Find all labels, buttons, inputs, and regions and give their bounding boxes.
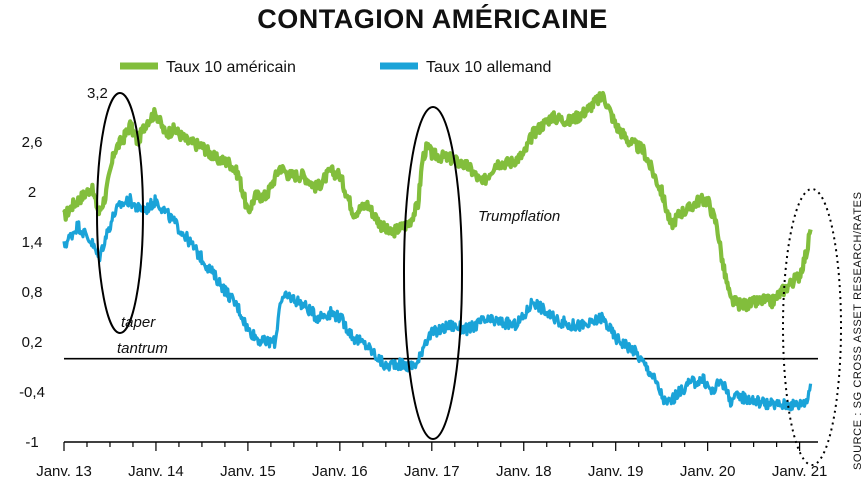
x-tick-label: Janv. 15: [220, 463, 276, 480]
y-tick-label: 2,6: [22, 134, 43, 151]
annotation-tantrum: tantrum: [117, 340, 168, 357]
legend: Taux 10 américain Taux 10 allemand: [120, 59, 551, 76]
annotation-peak: 3,2: [87, 85, 108, 102]
annotation-trumpflation: Trumpflation: [478, 208, 560, 225]
x-tick-label: Janv. 19: [588, 463, 644, 480]
source-note: SOURCE : SG CROSS ASSET RESEARCH/RATES: [852, 191, 864, 470]
x-tick-label: Janv. 17: [404, 463, 460, 480]
x-tick-label: Janv. 14: [128, 463, 184, 480]
series-line-us: [62, 90, 813, 313]
y-tick-label: 0,8: [22, 284, 43, 301]
y-tick-label: -0,4: [19, 384, 45, 401]
y-tick-label: 2: [28, 184, 36, 201]
x-tick-label: Janv. 13: [36, 463, 92, 480]
annotation-taper: taper: [121, 314, 156, 331]
chart-title: CONTAGION AMÉRICAINE: [257, 4, 608, 34]
x-tick-label: Janv. 21: [772, 463, 828, 480]
ellipse-trumpflation: [403, 106, 463, 440]
y-tick-label: 1,4: [22, 234, 43, 251]
ellipse-2021: [782, 188, 842, 466]
series-lines: [62, 90, 813, 412]
legend-label-us: Taux 10 américain: [166, 59, 296, 76]
x-axis: Janv. 13 Janv. 14 Janv. 15 Janv. 16 Janv. 17…: [36, 441, 828, 480]
series-line-de: [62, 193, 813, 412]
x-tick-label: Janv. 16: [312, 463, 368, 480]
y-tick-label: -1: [25, 434, 38, 451]
ellipse-taper-tantrum: [96, 92, 144, 334]
y-tick-label: 0,2: [22, 334, 43, 351]
y-axis-labels: 2,6 2 1,4 0,8 0,2 -0,4 -1: [19, 134, 45, 451]
legend-label-de: Taux 10 allemand: [426, 59, 551, 76]
x-tick-label: Janv. 20: [680, 463, 736, 480]
x-tick-label: Janv. 18: [496, 463, 552, 480]
